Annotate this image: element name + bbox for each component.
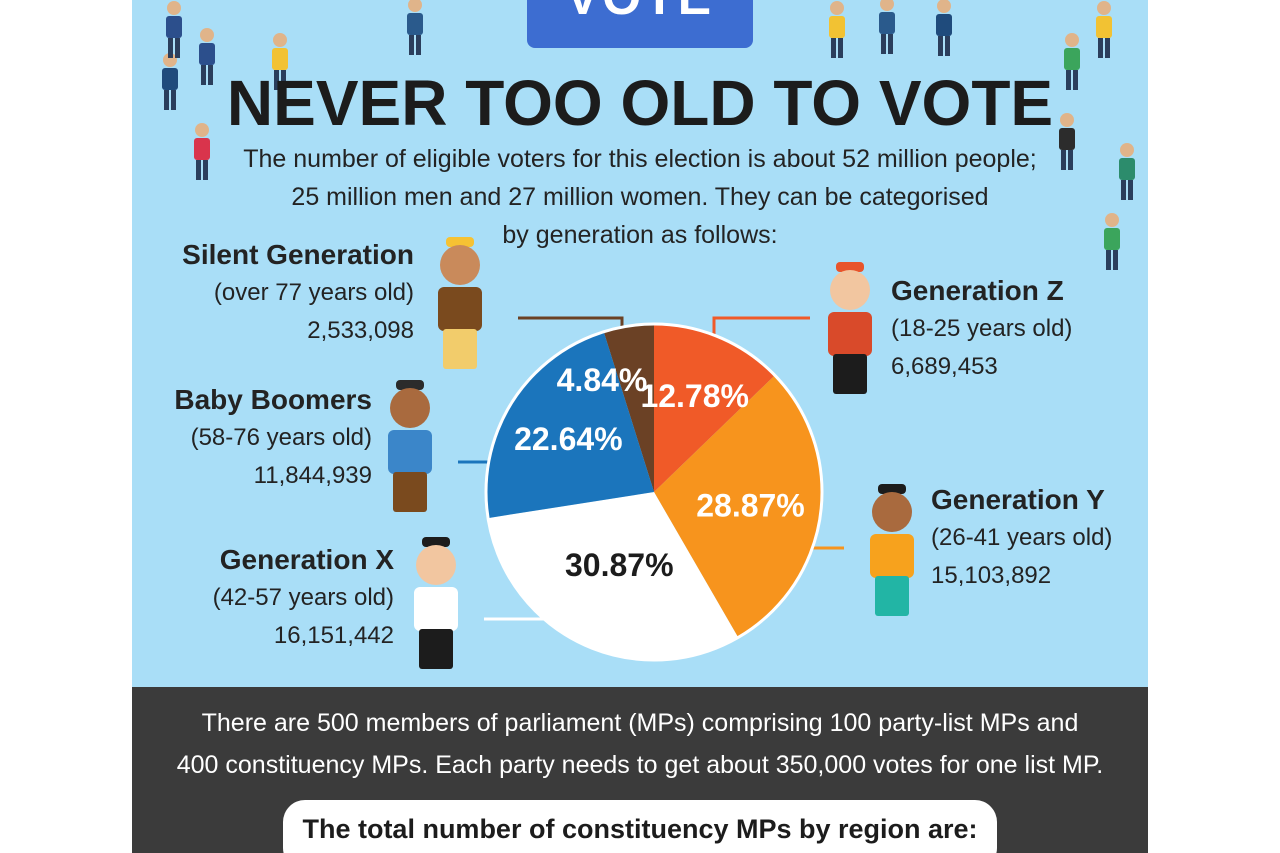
label-silent-generation: Silent Generation (over 77 years old) 2,… xyxy=(172,236,414,350)
page-title: NEVER TOO OLD TO VOTE xyxy=(226,67,1054,139)
generation-z-character-icon xyxy=(828,262,872,394)
baby-boomers-character-icon xyxy=(388,380,432,512)
pie-slice-baby-boomers xyxy=(485,331,654,519)
crowd-person-icon xyxy=(1096,1,1112,58)
generation-count: 16,151,442 xyxy=(273,622,394,649)
pie-outline xyxy=(484,322,824,662)
crowd-person-icon xyxy=(272,33,288,90)
intro-text: The number of eligible voters for this e… xyxy=(232,140,1048,254)
crowd-person-icon xyxy=(879,0,895,54)
generation-y-character-icon xyxy=(870,484,914,616)
crowd-person-icon xyxy=(194,123,210,180)
vote-badge: VOTE xyxy=(527,0,753,48)
connector-generation-z xyxy=(712,316,810,342)
pie-slice-silent-generation xyxy=(603,324,654,492)
intro-line: by generation as follows: xyxy=(502,221,778,249)
generation-name: Generation Y xyxy=(931,484,1105,515)
generation-name: Baby Boomers xyxy=(174,384,372,415)
silent-generation-character-icon xyxy=(438,237,482,369)
generation-ages: (over 77 years old) xyxy=(213,279,414,306)
pie-slice-generation-y xyxy=(654,375,822,638)
crowd-person-icon xyxy=(166,1,182,58)
generation-name: Silent Generation xyxy=(182,239,414,270)
crowd-person-icon xyxy=(162,53,178,110)
pie-slice-label: 12.78% xyxy=(640,378,749,414)
crowd-illustration xyxy=(162,0,1135,270)
generation-count: 6,689,453 xyxy=(891,353,998,380)
pie-slice-label: 4.84% xyxy=(557,362,648,398)
generation-ages: (18-25 years old) xyxy=(891,315,1073,342)
label-generation-y: Generation Y (26-41 years old) 15,103,89… xyxy=(931,481,1141,595)
pie-chart: 4.84%12.78% 28.87% 30.87% 22.64% xyxy=(388,237,914,669)
generation-x-character-icon xyxy=(414,537,458,669)
infographic-poster: VOTE NEVER TOO OLD TO VOTE The number of… xyxy=(132,0,1148,853)
generation-count: 2,533,098 xyxy=(307,317,414,344)
pie-slice-generation-z xyxy=(654,324,775,492)
generation-ages: (58-76 years old) xyxy=(190,424,372,451)
generation-ages: (42-57 years old) xyxy=(212,584,394,611)
intro-line: 25 million men and 27 million women. The… xyxy=(291,183,989,211)
pie-slice-label: 28.87% xyxy=(696,488,805,524)
crowd-person-icon xyxy=(1119,143,1135,200)
crowd-person-icon xyxy=(407,0,423,55)
mps-line: There are 500 members of parliament (MPs… xyxy=(201,709,1079,737)
pie-slice-label: 22.64% xyxy=(514,421,623,457)
crowd-person-icon xyxy=(1059,113,1075,170)
region-heading-box: The total number of constituency MPs by … xyxy=(283,800,997,853)
intro-line: The number of eligible voters for this e… xyxy=(243,145,1037,173)
mps-line: 400 constituency MPs. Each party needs t… xyxy=(176,751,1104,779)
pie-slice-label: 30.87% xyxy=(565,547,674,583)
generation-ages: (26-41 years old) xyxy=(931,524,1113,551)
crowd-person-icon xyxy=(199,28,215,85)
crowd-person-icon xyxy=(1064,33,1080,90)
generation-name: Generation X xyxy=(219,544,394,575)
generation-name: Generation Z xyxy=(891,275,1064,306)
generation-count: 15,103,892 xyxy=(931,562,1052,589)
generation-count: 11,844,939 xyxy=(253,462,372,489)
region-heading: The total number of constituency MPs by … xyxy=(302,814,978,844)
label-generation-x: Generation X (42-57 years old) 16,151,44… xyxy=(172,541,394,655)
crowd-person-icon xyxy=(936,0,952,56)
mps-text: There are 500 members of parliament (MPs… xyxy=(152,702,1128,786)
pie-slice-generation-x xyxy=(488,492,739,660)
crowd-person-icon xyxy=(1104,213,1120,270)
label-generation-z: Generation Z (18-25 years old) 6,689,453 xyxy=(891,272,1121,386)
crowd-person-icon xyxy=(829,1,845,58)
label-baby-boomers: Baby Boomers (58-76 years old) 11,844,93… xyxy=(162,381,372,495)
